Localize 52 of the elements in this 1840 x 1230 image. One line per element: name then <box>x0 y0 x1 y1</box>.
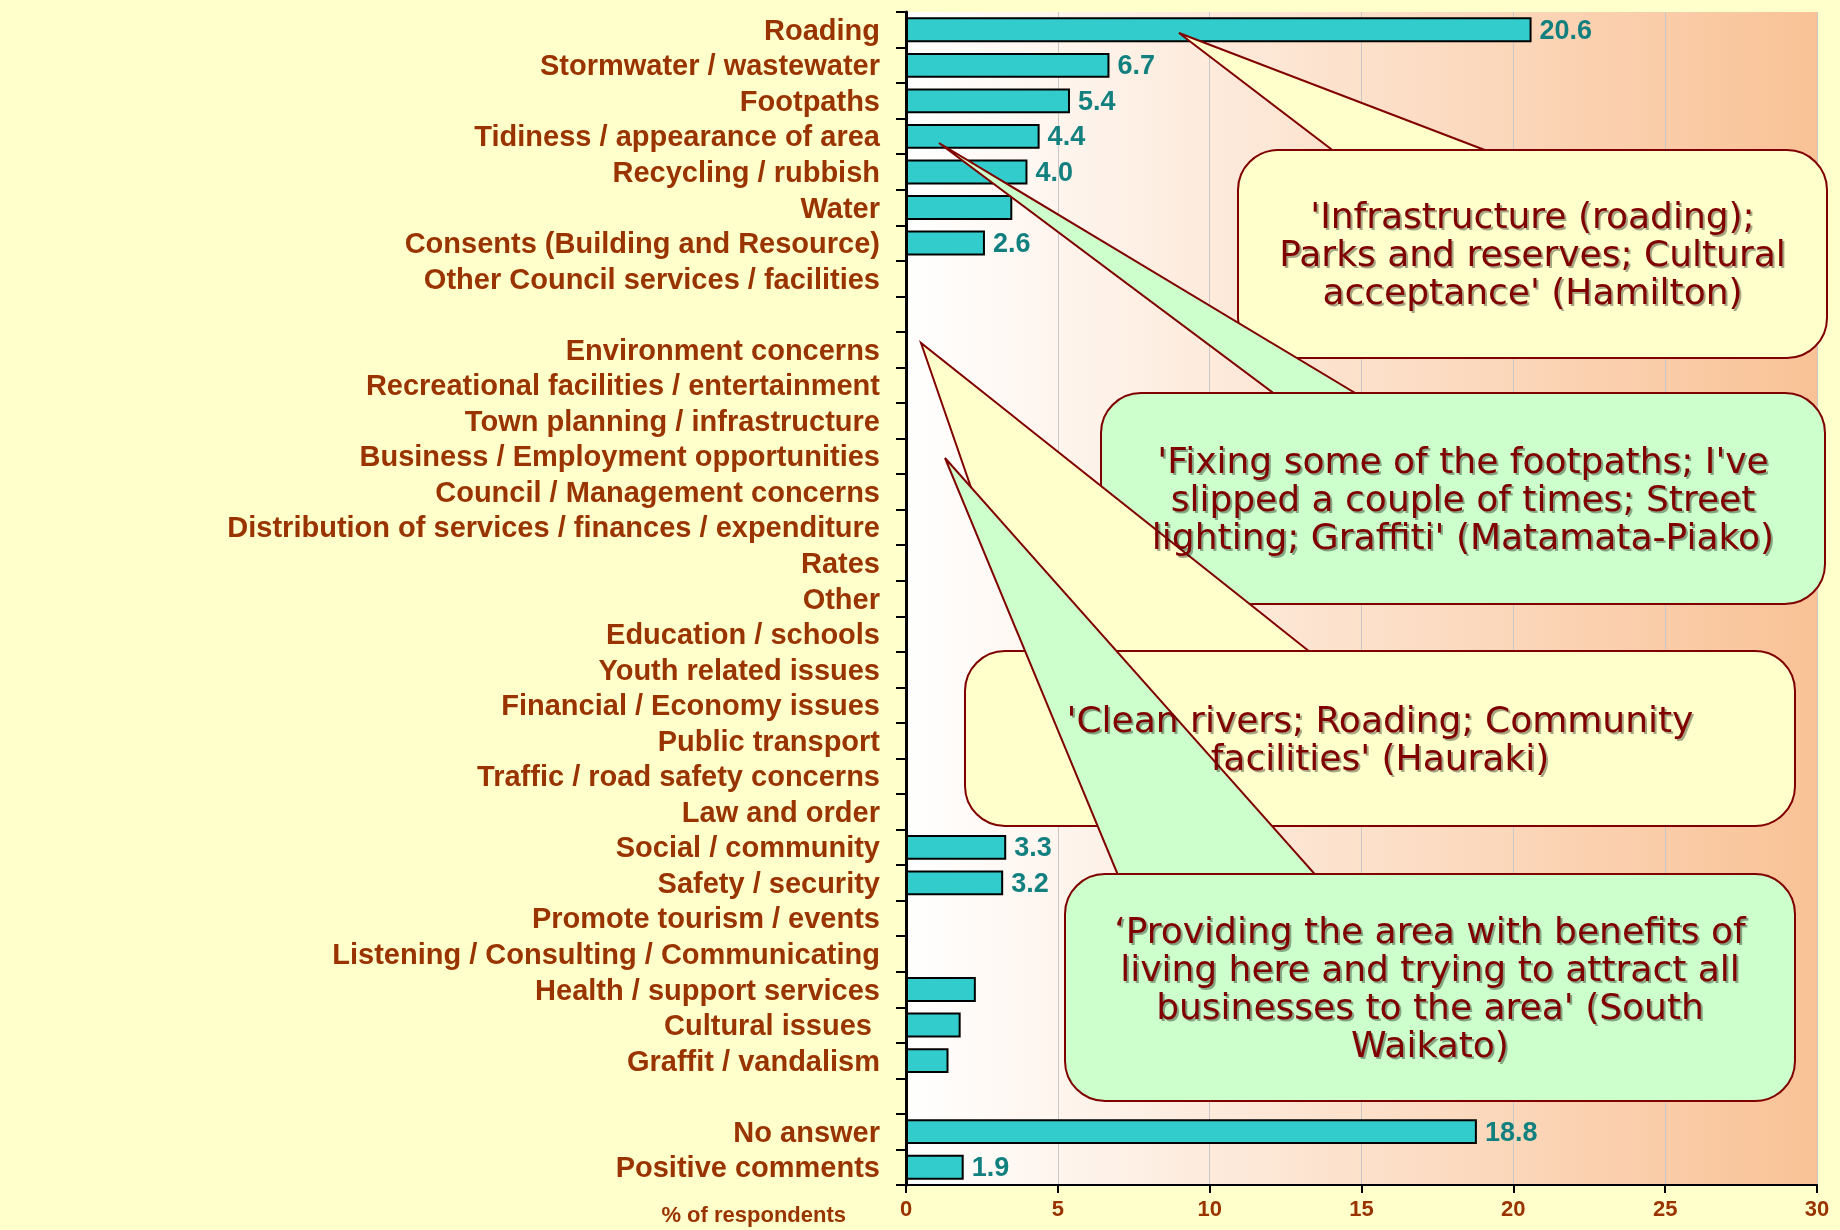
data-label: 2.6 <box>992 228 1031 259</box>
y-tick-label: Youth related issues <box>598 653 880 686</box>
y-tick-label: Listening / Consulting / Communicating <box>332 937 880 970</box>
y-tick-label: Town planning / infrastructure <box>464 404 880 437</box>
y-tick-label: Consents (Building and Resource) <box>404 227 880 260</box>
y-tick-label: Business / Employment opportunities <box>359 440 880 473</box>
y-tick-label: Social / community <box>615 831 880 864</box>
y-tick-label: Distribution of services / finances / expenditure <box>227 511 880 544</box>
data-label: 18.8 <box>1484 1116 1538 1147</box>
y-tick-label: Council / Management concerns <box>435 475 880 508</box>
y-tick-label: Recycling / rubbish <box>612 155 880 188</box>
y-tick-label: Other <box>802 582 880 615</box>
x-tick-label: 30 <box>1804 1195 1830 1221</box>
annotation: 'Infrastructure (roading); Parks and reserves; Cultural acceptance' (Hamilton) <box>1238 150 1827 358</box>
annotation: ‘Providing the area with benefits of living here and trying to attract all businesses to the area' (South Waikato) <box>1065 874 1795 1101</box>
y-tick-label: Other Council services / facilities <box>423 262 880 295</box>
x-axis-title: % of respondents <box>661 1201 846 1227</box>
y-tick-label: Stormwater / wastewater <box>539 49 880 82</box>
y-tick-label: Traffic / road safety concerns <box>477 760 880 793</box>
x-tick-label: 25 <box>1652 1195 1678 1221</box>
x-tick-label: 15 <box>1349 1195 1374 1221</box>
y-tick-label: Water <box>800 191 880 224</box>
y-tick-label: Education / schools <box>606 618 880 651</box>
y-tick-label: Roading <box>764 13 880 46</box>
y-tick-label: Tidiness / appearance of area <box>474 120 881 153</box>
y-tick-label: Safety / security <box>657 866 880 899</box>
data-label: 4.0 <box>1035 156 1074 187</box>
x-tick-label: 10 <box>1197 1195 1222 1221</box>
x-tick-label: 20 <box>1501 1195 1526 1221</box>
x-tick-label: 5 <box>1051 1195 1064 1221</box>
y-tick-label: Environment concerns <box>565 333 880 366</box>
data-label: 3.2 <box>1011 867 1049 898</box>
y-tick-label: Financial / Economy issues <box>501 689 880 722</box>
data-label: 4.4 <box>1047 121 1086 152</box>
y-tick-label: Footpaths <box>739 84 880 117</box>
y-tick-label: Graffit / vandalism <box>626 1044 880 1077</box>
y-tick-label: Rates <box>801 546 880 579</box>
y-tick-label: Health / support services <box>535 973 880 1006</box>
y-tick-label: Positive comments <box>615 1151 880 1184</box>
y-tick-label: Recreational facilities / entertainment <box>365 369 881 402</box>
data-label: 1.9 <box>971 1152 1010 1183</box>
data-label: 6.7 <box>1117 50 1155 81</box>
data-label: 3.3 <box>1014 832 1052 863</box>
y-tick-label: Law and order <box>681 795 880 828</box>
annotation: 'Clean rivers; Roading; Community facilities' (Hauraki) <box>965 651 1795 826</box>
x-tick-label: 0 <box>899 1195 913 1221</box>
data-label: 5.4 <box>1077 85 1116 116</box>
y-tick-label: Promote tourism / events <box>531 902 880 935</box>
y-tick-label: Public transport <box>657 724 881 757</box>
data-label: 20.6 <box>1539 14 1593 45</box>
y-tick-label: Cultural issues <box>664 1009 880 1042</box>
y-tick-label: No answer <box>733 1115 880 1148</box>
